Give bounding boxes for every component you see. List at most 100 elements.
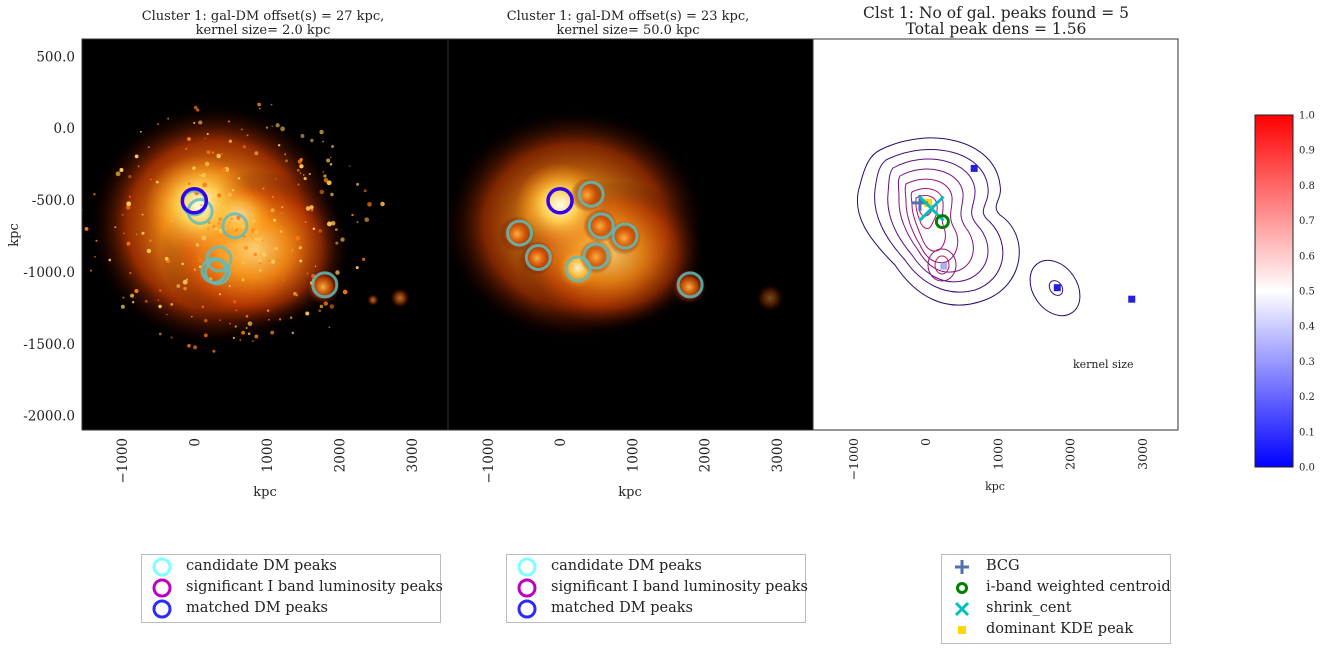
density-speckle — [299, 172, 302, 174]
density-speckle — [340, 237, 345, 242]
x-marker-icon — [954, 601, 970, 617]
density-speckle — [299, 164, 304, 169]
density-speckle — [218, 228, 223, 234]
x-tick-label: −1000 — [481, 438, 497, 484]
density-speckle — [250, 195, 254, 199]
kde-contour — [874, 148, 1004, 293]
density-speckle — [319, 304, 324, 309]
density-speckle — [245, 314, 249, 318]
colorbar-tick-label: 0.9 — [1299, 146, 1315, 157]
legend-label: significant I band luminosity peaks — [551, 579, 808, 595]
panel3-xlabel: kpc — [985, 480, 1005, 493]
density-speckle — [159, 289, 162, 292]
density-speckle — [206, 246, 210, 251]
density-speckle — [141, 231, 145, 235]
density-speckle — [329, 156, 332, 159]
density-speckle — [211, 253, 216, 258]
x-tick-label: −1000 — [846, 438, 861, 480]
legend-label: dominant KDE peak — [986, 621, 1134, 637]
density-speckle — [329, 304, 335, 309]
density-speckle — [326, 221, 332, 227]
density-speckle — [144, 299, 148, 303]
circle-marker-icon — [517, 557, 537, 577]
density-speckle — [181, 262, 184, 266]
density-speckle — [122, 232, 125, 235]
density-speckle — [166, 313, 168, 316]
density-speckle — [170, 336, 173, 339]
density-speckle — [185, 147, 188, 150]
density-speckle — [367, 201, 372, 207]
density-speckle — [323, 301, 329, 306]
matched-dm-peak-marker — [546, 186, 574, 215]
circle-marker-icon — [517, 578, 537, 598]
density-speckle — [296, 168, 300, 172]
density-speckle — [310, 138, 314, 143]
density-speckle — [89, 269, 93, 272]
density-speckle — [234, 325, 237, 328]
density-speckle — [78, 220, 79, 221]
density-speckle — [131, 301, 135, 304]
density-speckle — [312, 227, 316, 231]
density-speckle — [348, 165, 351, 167]
density-speckle — [95, 239, 98, 242]
density-speckle — [291, 331, 295, 335]
density-speckle — [190, 315, 193, 318]
density-speckle — [233, 300, 237, 304]
candidate-dm-peak-marker — [611, 222, 639, 250]
density-speckle — [270, 103, 273, 106]
legend-item-iband-centroid: i-band weighted centroid — [942, 577, 1171, 598]
density-speckle — [254, 334, 259, 339]
galaxy-peak-marker — [1128, 295, 1136, 303]
legend-item-significant-luminosity-peaks: significant I band luminosity peaks — [142, 577, 443, 598]
legend-item-shrink-cent: shrink_cent — [942, 598, 1170, 619]
panel1-ylabel: kpc — [7, 223, 22, 246]
density-speckle — [342, 289, 348, 295]
colorbar — [1254, 114, 1294, 468]
density-speckle — [217, 193, 222, 198]
density-speckle — [197, 254, 201, 258]
galaxy-peak-marker — [970, 164, 978, 172]
density-speckle — [218, 217, 222, 221]
colorbar-tick-label: 0.7 — [1299, 216, 1315, 227]
density-speckle — [275, 178, 277, 180]
x-tick-label: 0 — [553, 438, 569, 447]
density-speckle — [335, 241, 339, 245]
density-speckle — [232, 336, 236, 340]
legend-label: BCG — [986, 558, 1020, 574]
candidate-dm-peak-marker — [676, 271, 704, 299]
density-speckle — [280, 211, 284, 215]
density-speckle — [227, 120, 231, 123]
density-speckle — [259, 269, 262, 272]
density-speckle — [84, 226, 89, 231]
density-speckle — [218, 293, 222, 296]
density-speckle — [289, 316, 293, 320]
x-tick-label: 0 — [187, 438, 203, 447]
legend-label: significant I band luminosity peaks — [186, 579, 443, 595]
colorbar-tick-label: 0.2 — [1299, 392, 1315, 403]
density-speckle — [196, 108, 200, 112]
kde-contour — [927, 248, 957, 282]
density-speckle — [242, 145, 246, 149]
density-speckle — [228, 139, 233, 143]
density-speckle — [134, 289, 139, 294]
density-speckle — [314, 265, 317, 268]
legend-item-candidate-dm-peaks: candidate DM peaks — [507, 556, 805, 577]
density-speckle — [334, 228, 338, 231]
density-speckle — [251, 218, 256, 224]
density-speckle — [245, 327, 248, 329]
density-speckle — [134, 154, 139, 159]
legend-panel1: candidate DM peaks significant I band lu… — [141, 554, 443, 623]
colorbar-tick-label: 0.5 — [1299, 287, 1315, 298]
density-speckle — [237, 176, 241, 180]
density-speckle — [199, 174, 202, 177]
density-speckle — [326, 180, 332, 186]
density-speckle — [119, 168, 124, 172]
density-speckle — [206, 132, 209, 136]
density-speckle — [195, 243, 200, 247]
density-speckle — [328, 326, 331, 329]
density-speckle — [281, 206, 284, 209]
circle-marker-icon — [152, 578, 172, 598]
circle-marker-icon — [152, 557, 172, 577]
density-speckle — [187, 182, 191, 185]
density-speckle — [298, 246, 302, 250]
